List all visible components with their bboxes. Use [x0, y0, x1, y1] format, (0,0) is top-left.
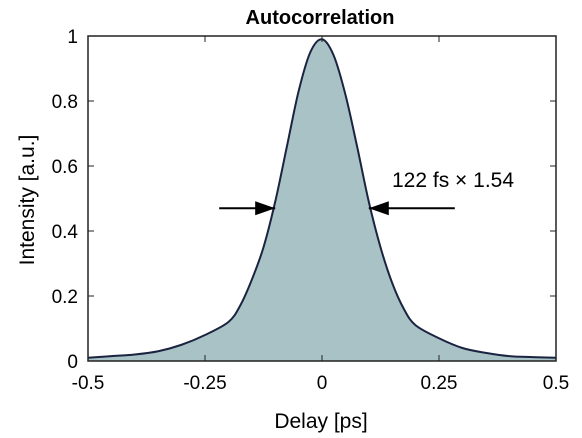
x-tick-label: 0 [317, 373, 328, 394]
y-axis-label: Intensity [a.u.] [16, 135, 39, 266]
autocorrelation-area [88, 39, 556, 361]
fwhm-annotation-text: 122 fs × 1.54 [392, 169, 514, 192]
y-axis: 0 0.2 0.4 0.6 0.8 1 [52, 27, 556, 373]
right-fwhm-arrow [368, 201, 455, 216]
y-tick-label: 0.2 [52, 287, 78, 308]
y-tick-label: 0.8 [52, 92, 78, 113]
y-tick-label: 0 [67, 352, 78, 373]
left-fwhm-arrow [219, 201, 276, 216]
x-tick-label: -0.5 [72, 373, 105, 394]
y-tick-label: 0.4 [52, 222, 79, 243]
x-tick-label: 0.5 [543, 373, 569, 394]
fwhm-annotation [219, 201, 455, 216]
x-tick-label: -0.25 [183, 373, 226, 394]
x-axis: -0.5 -0.25 0 0.25 0.5 [72, 36, 569, 394]
x-axis-label: Delay [ps] [274, 410, 367, 433]
y-tick-label: 1 [67, 27, 78, 48]
chart-title: Autocorrelation [246, 7, 395, 29]
y-tick-label: 0.6 [52, 157, 78, 178]
x-tick-label: 0.25 [421, 373, 458, 394]
